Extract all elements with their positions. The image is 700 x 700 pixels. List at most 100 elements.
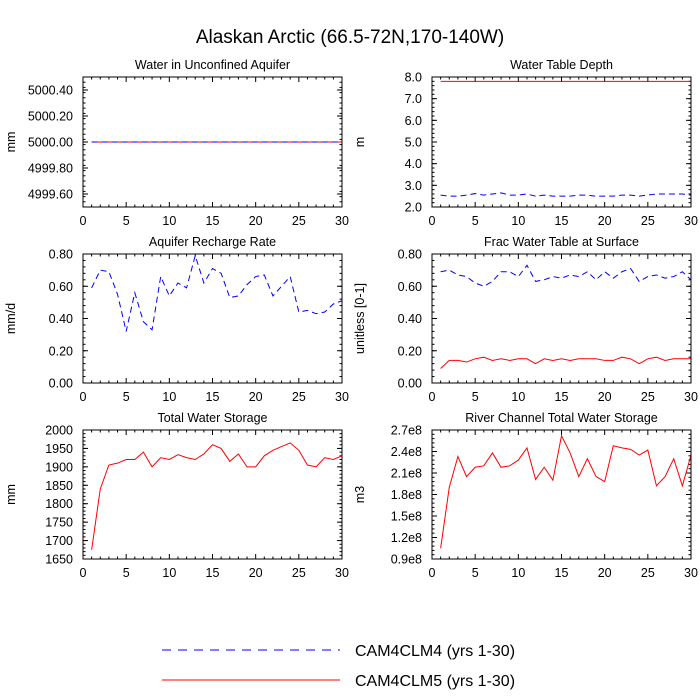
y-tick-label: 5.0 bbox=[405, 136, 422, 150]
y-tick-label: 6.0 bbox=[405, 114, 422, 128]
legend: CAM4CLM4 (yrs 1-30) CAM4CLM5 (yrs 1-30) bbox=[162, 643, 515, 690]
y-tick-label: 4999.60 bbox=[28, 188, 73, 202]
x-tick-label: 20 bbox=[249, 390, 263, 404]
x-tick-label: 25 bbox=[641, 566, 655, 580]
x-tick-label: 0 bbox=[80, 566, 87, 580]
x-tick-label: 10 bbox=[511, 214, 525, 228]
x-tick-label: 15 bbox=[555, 390, 569, 404]
y-tick-label: 1900 bbox=[45, 460, 73, 474]
y-tick-label: 1700 bbox=[45, 534, 73, 548]
y-tick-label: 4.0 bbox=[405, 157, 422, 171]
y-axis-label: m bbox=[353, 137, 367, 147]
chart-panel: Water Table Depth m 0 5 10 15 20 25 30 2.0 3.0 4.0 5… bbox=[353, 58, 698, 228]
plot-frame bbox=[431, 76, 692, 208]
y-tick-label: 4999.80 bbox=[28, 162, 73, 176]
y-tick-label: 5000.20 bbox=[28, 110, 73, 124]
x-tick-label: 15 bbox=[555, 566, 569, 580]
x-tick-label: 5 bbox=[472, 566, 479, 580]
y-tick-label: 1.2e8 bbox=[391, 531, 422, 545]
y-tick-label: 0.00 bbox=[49, 377, 73, 391]
panel-title: River Channel Total Water Storage bbox=[465, 411, 658, 425]
legend-label-cam4clm4: CAM4CLM4 (yrs 1-30) bbox=[355, 643, 515, 660]
y-tick-label: 0.60 bbox=[49, 280, 73, 294]
panel-title: Total Water Storage bbox=[157, 411, 267, 425]
plot-frame bbox=[82, 76, 343, 208]
x-tick-label: 30 bbox=[335, 214, 349, 228]
x-tick-label: 15 bbox=[555, 214, 569, 228]
series-line-cam4clm4 bbox=[440, 192, 692, 197]
x-tick-label: 10 bbox=[511, 566, 525, 580]
x-tick-label: 10 bbox=[162, 214, 176, 228]
y-axis-label: m3 bbox=[353, 486, 367, 503]
plot-frame bbox=[431, 253, 692, 384]
x-tick-label: 20 bbox=[249, 566, 263, 580]
x-tick-label: 10 bbox=[511, 390, 525, 404]
chart-panel: Aquifer Recharge Rate mm/d 0 5 10 15 20 25 30 0.0… bbox=[4, 235, 349, 404]
x-tick-label: 15 bbox=[206, 566, 220, 580]
series-line-cam4clm4 bbox=[91, 253, 343, 332]
x-tick-label: 30 bbox=[684, 566, 698, 580]
panel-title: Aquifer Recharge Rate bbox=[149, 235, 276, 249]
y-tick-label: 7.0 bbox=[405, 92, 422, 106]
series-line-cam4clm5 bbox=[440, 434, 692, 549]
y-tick-label: 2.7e8 bbox=[391, 424, 422, 438]
x-tick-label: 25 bbox=[641, 390, 655, 404]
y-axis-label: mm bbox=[4, 484, 18, 505]
y-tick-label: 1650 bbox=[45, 553, 73, 567]
chart-panel: Frac Water Table at Surface unitless [0-1… bbox=[353, 235, 698, 404]
x-tick-label: 0 bbox=[80, 214, 87, 228]
y-tick-label: 0.00 bbox=[398, 377, 422, 391]
x-tick-label: 25 bbox=[641, 214, 655, 228]
y-tick-label: 1750 bbox=[45, 516, 73, 530]
y-tick-label: 0.80 bbox=[49, 248, 73, 262]
x-tick-label: 25 bbox=[292, 390, 306, 404]
x-tick-label: 5 bbox=[472, 214, 479, 228]
series-line-cam4clm5 bbox=[91, 442, 343, 550]
y-tick-label: 0.20 bbox=[398, 344, 422, 358]
panel-title: Water Table Depth bbox=[510, 58, 613, 72]
y-axis-label: mm/d bbox=[4, 303, 18, 334]
panels: Water in Unconfined Aquifer mm 0 5 10 15 20 25 3… bbox=[4, 58, 698, 580]
x-tick-label: 30 bbox=[335, 390, 349, 404]
y-axis-label: mm bbox=[4, 132, 18, 153]
y-tick-label: 5000.00 bbox=[28, 136, 73, 150]
y-tick-label: 1.8e8 bbox=[391, 488, 422, 502]
y-tick-label: 3.0 bbox=[405, 179, 422, 193]
x-tick-label: 5 bbox=[123, 390, 130, 404]
x-tick-label: 25 bbox=[292, 214, 306, 228]
x-tick-label: 15 bbox=[206, 390, 220, 404]
x-tick-label: 30 bbox=[684, 214, 698, 228]
y-tick-label: 2.0 bbox=[405, 201, 422, 215]
x-tick-label: 20 bbox=[598, 390, 612, 404]
y-tick-label: 1800 bbox=[45, 497, 73, 511]
figure-title: Alaskan Arctic (66.5-72N,170-140W) bbox=[196, 27, 504, 48]
chart-panel: Water in Unconfined Aquifer mm 0 5 10 15 20 25 3… bbox=[4, 58, 349, 228]
y-tick-label: 1950 bbox=[45, 442, 73, 456]
x-tick-label: 30 bbox=[335, 566, 349, 580]
y-tick-label: 1.5e8 bbox=[391, 510, 422, 524]
panel-title: Water in Unconfined Aquifer bbox=[135, 58, 290, 72]
plot-frame bbox=[82, 429, 343, 560]
x-tick-label: 25 bbox=[292, 566, 306, 580]
series-line-cam4clm5 bbox=[440, 356, 691, 369]
plot-frame bbox=[82, 253, 343, 384]
x-tick-label: 0 bbox=[80, 390, 87, 404]
x-tick-label: 10 bbox=[162, 390, 176, 404]
x-tick-label: 20 bbox=[598, 214, 612, 228]
x-tick-label: 0 bbox=[429, 390, 436, 404]
y-axis-label: unitless [0-1] bbox=[353, 283, 367, 354]
x-tick-label: 20 bbox=[249, 214, 263, 228]
y-tick-label: 2000 bbox=[45, 424, 73, 438]
plot-frame bbox=[431, 429, 692, 560]
series-line-cam4clm4 bbox=[440, 264, 692, 287]
y-tick-label: 0.20 bbox=[49, 344, 73, 358]
y-tick-label: 0.9e8 bbox=[391, 553, 422, 567]
x-tick-label: 5 bbox=[472, 390, 479, 404]
y-tick-label: 2.1e8 bbox=[391, 467, 422, 481]
y-tick-label: 0.40 bbox=[398, 312, 422, 326]
y-tick-label: 2.4e8 bbox=[391, 445, 422, 459]
x-tick-label: 0 bbox=[429, 566, 436, 580]
y-tick-label: 5000.40 bbox=[28, 84, 73, 98]
y-tick-label: 0.80 bbox=[398, 248, 422, 262]
